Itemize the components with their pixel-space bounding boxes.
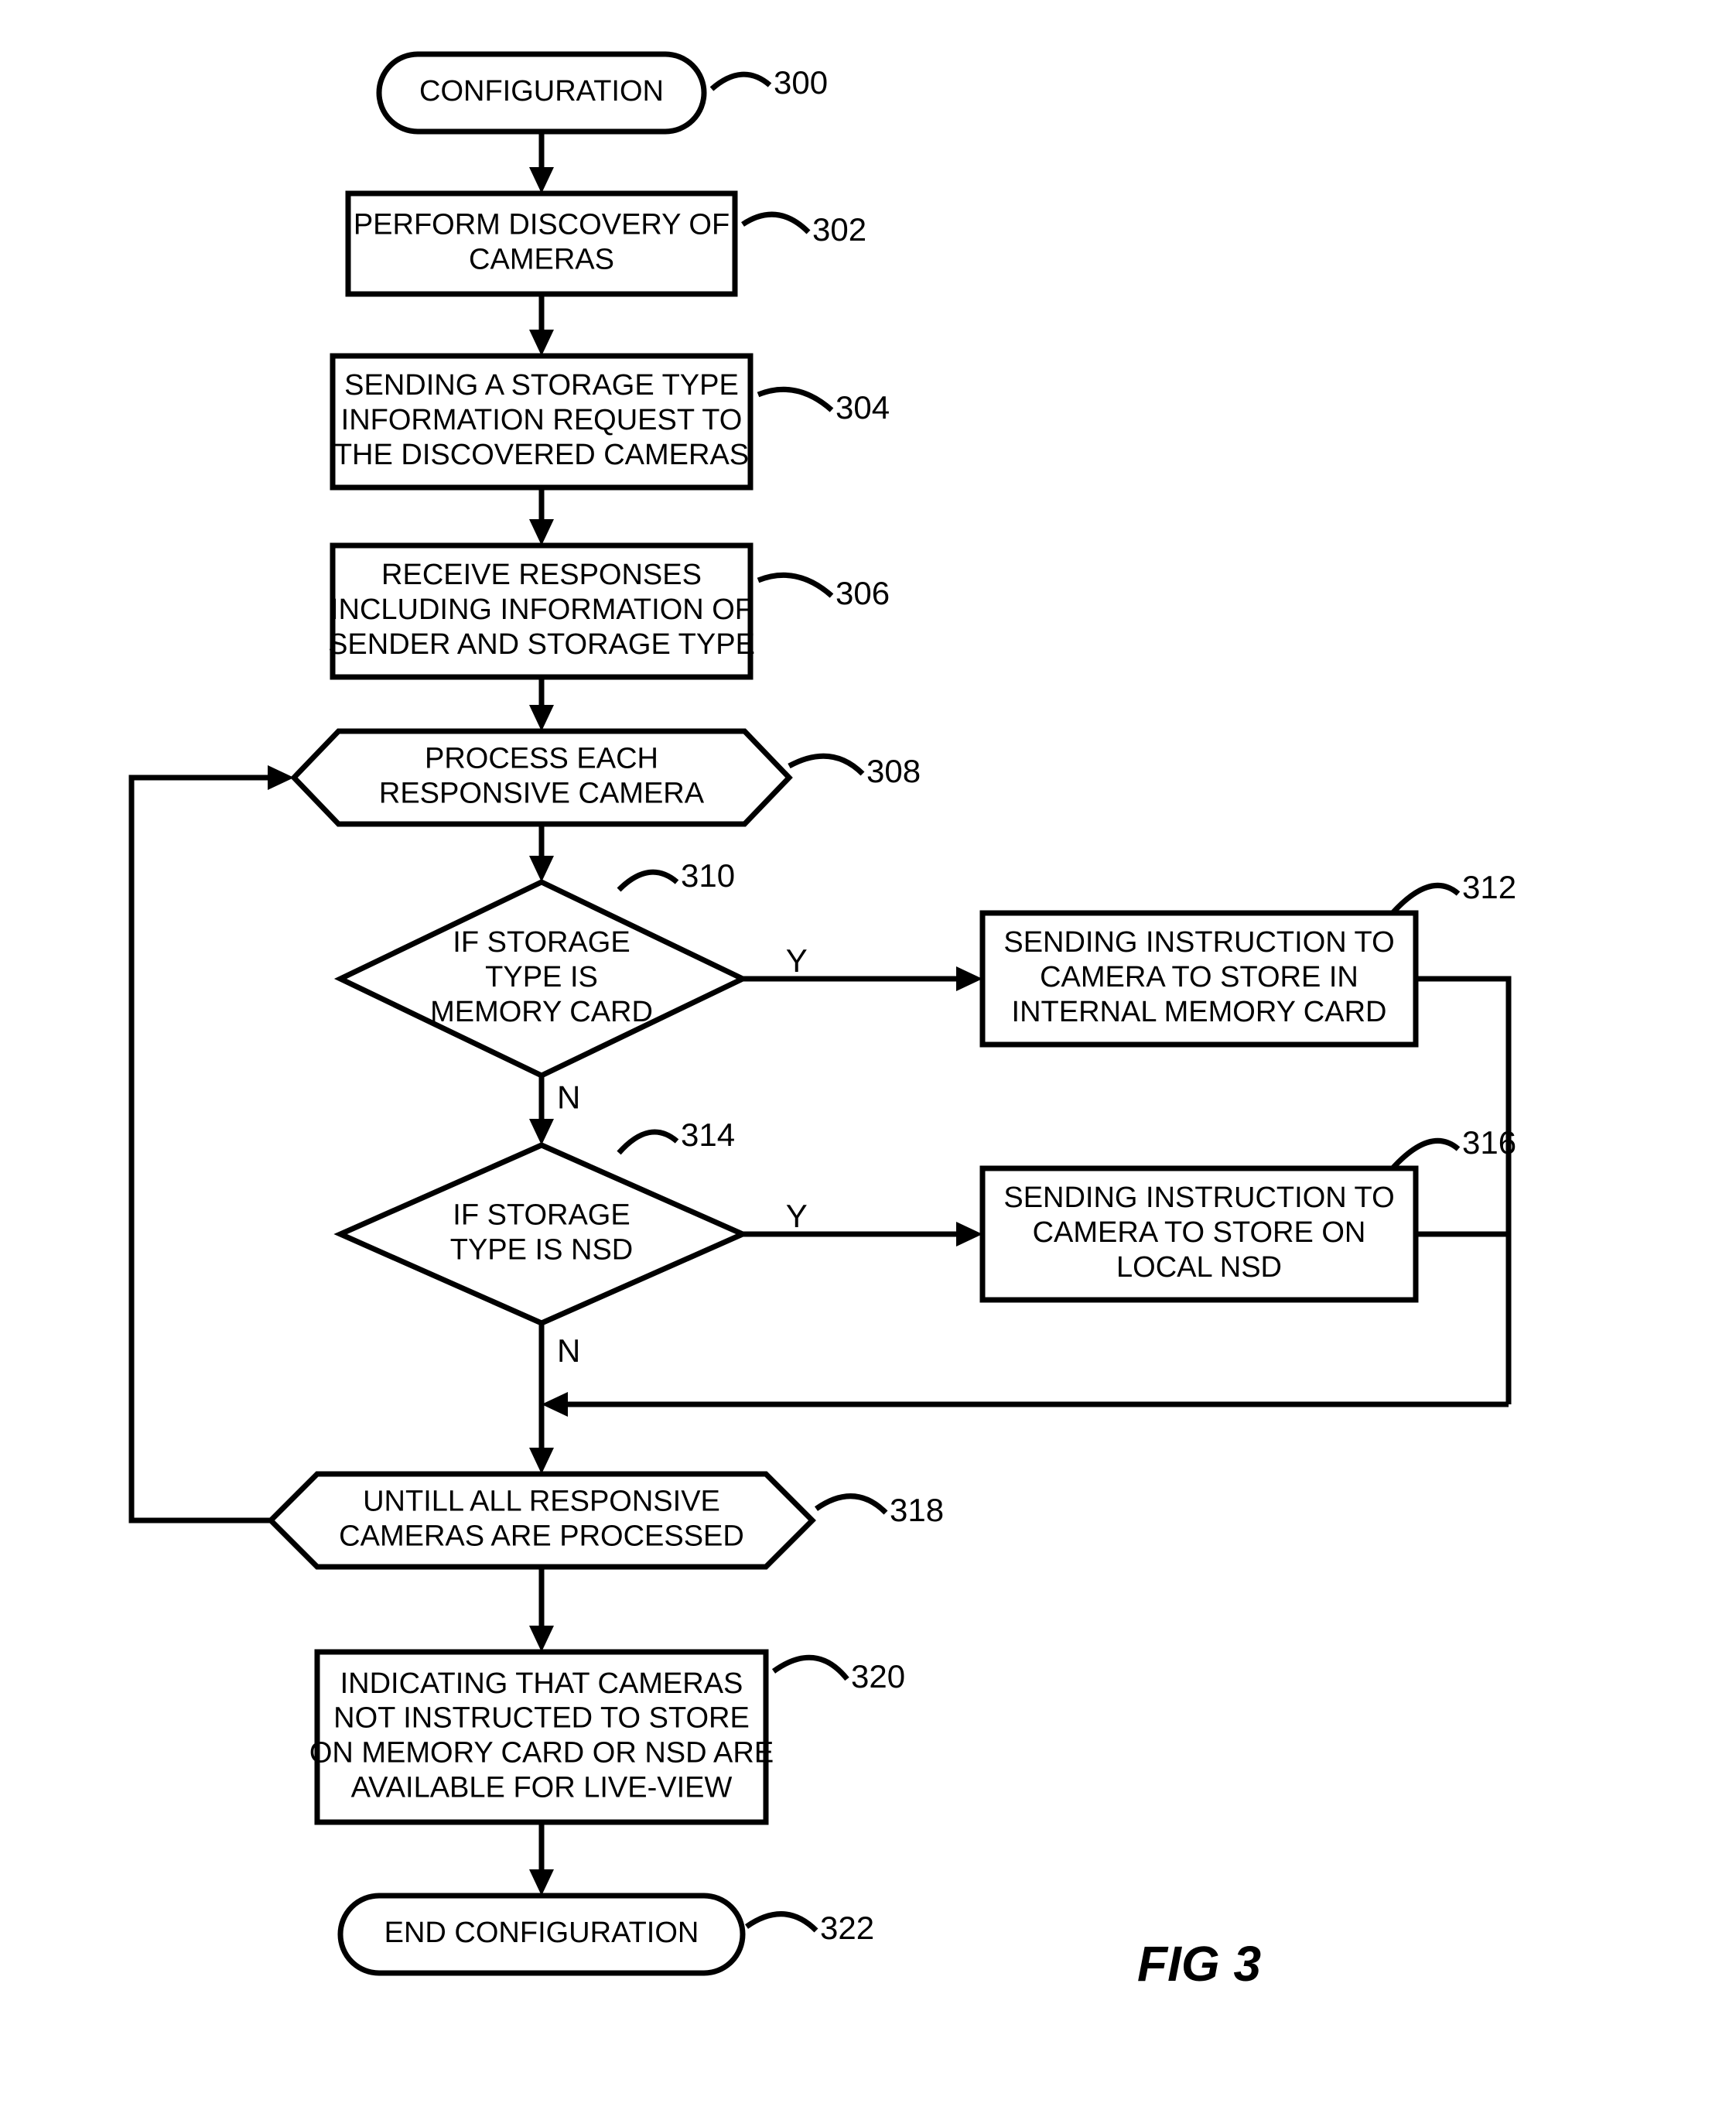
svg-text:PROCESS EACH: PROCESS EACH xyxy=(425,743,658,775)
flowchart-canvas: CONFIGURATIONPERFORM DISCOVERY OFCAMERAS… xyxy=(0,0,1736,2110)
svg-text:CONFIGURATION: CONFIGURATION xyxy=(419,75,664,108)
svg-text:INCLUDING INFORMATION OF: INCLUDING INFORMATION OF xyxy=(330,593,753,626)
svg-text:IF STORAGE: IF STORAGE xyxy=(453,1199,630,1232)
svg-text:RECEIVE RESPONSES: RECEIVE RESPONSES xyxy=(381,559,702,591)
ref-curve-n316 xyxy=(1393,1140,1458,1168)
ref-curve-n312 xyxy=(1393,885,1458,913)
ref-curve-n314 xyxy=(619,1132,677,1153)
svg-text:PERFORM DISCOVERY OF: PERFORM DISCOVERY OF xyxy=(354,209,730,241)
svg-text:SENDING A STORAGE TYPE: SENDING A STORAGE TYPE xyxy=(344,369,739,402)
conn-loop-back xyxy=(132,778,271,1520)
svg-text:INFORMATION REQUEST TO: INFORMATION REQUEST TO xyxy=(341,404,743,436)
svg-text:CAMERAS ARE PROCESSED: CAMERAS ARE PROCESSED xyxy=(339,1520,744,1552)
ref-label-n320: 320 xyxy=(851,1658,905,1694)
svg-text:N: N xyxy=(557,1332,580,1369)
ref-label-n302: 302 xyxy=(812,211,866,248)
svg-text:Y: Y xyxy=(786,942,808,979)
ref-label-n314: 314 xyxy=(681,1117,735,1153)
ref-label-n312: 312 xyxy=(1462,869,1516,905)
svg-text:CAMERA TO STORE ON: CAMERA TO STORE ON xyxy=(1033,1216,1366,1249)
svg-text:SENDING INSTRUCTION TO: SENDING INSTRUCTION TO xyxy=(1003,926,1394,959)
svg-text:IF STORAGE: IF STORAGE xyxy=(453,926,630,959)
svg-text:NOT INSTRUCTED TO STORE: NOT INSTRUCTED TO STORE xyxy=(333,1702,750,1735)
svg-text:THE DISCOVERED CAMERAS: THE DISCOVERED CAMERAS xyxy=(334,439,749,471)
svg-text:INTERNAL MEMORY CARD: INTERNAL MEMORY CARD xyxy=(1012,996,1387,1028)
ref-curve-n322 xyxy=(747,1914,816,1930)
ref-label-n322: 322 xyxy=(820,1910,874,1946)
svg-text:ON MEMORY CARD OR NSD ARE: ON MEMORY CARD OR NSD ARE xyxy=(309,1736,774,1769)
ref-curve-n308 xyxy=(789,756,863,774)
ref-curve-n300 xyxy=(712,74,770,89)
svg-text:TYPE IS: TYPE IS xyxy=(485,961,598,993)
ref-curve-n320 xyxy=(774,1657,847,1679)
svg-text:LOCAL NSD: LOCAL NSD xyxy=(1116,1251,1282,1284)
svg-text:AVAILABLE FOR LIVE-VIEW: AVAILABLE FOR LIVE-VIEW xyxy=(351,1771,733,1804)
conn-n312-merge xyxy=(1416,979,1509,1404)
svg-text:UNTILL ALL RESPONSIVE: UNTILL ALL RESPONSIVE xyxy=(363,1486,720,1518)
ref-label-n318: 318 xyxy=(890,1492,944,1528)
ref-curve-n304 xyxy=(758,389,832,410)
ref-curve-n310 xyxy=(619,872,677,890)
svg-text:CAMERAS: CAMERAS xyxy=(469,243,614,275)
ref-label-n304: 304 xyxy=(836,389,890,426)
svg-text:INDICATING THAT CAMERAS: INDICATING THAT CAMERAS xyxy=(340,1667,743,1700)
ref-curve-n318 xyxy=(816,1496,886,1513)
ref-label-n300: 300 xyxy=(774,64,828,101)
figure-label: FIG 3 xyxy=(1137,1936,1261,1992)
ref-label-n306: 306 xyxy=(836,575,890,611)
svg-text:SENDER AND STORAGE TYPE: SENDER AND STORAGE TYPE xyxy=(328,628,755,661)
ref-label-n310: 310 xyxy=(681,857,735,894)
ref-label-n308: 308 xyxy=(866,753,921,789)
svg-text:SENDING INSTRUCTION TO: SENDING INSTRUCTION TO xyxy=(1003,1182,1394,1214)
svg-text:TYPE IS NSD: TYPE IS NSD xyxy=(450,1233,634,1266)
svg-text:MEMORY CARD: MEMORY CARD xyxy=(430,996,653,1028)
svg-text:END CONFIGURATION: END CONFIGURATION xyxy=(384,1917,699,1949)
ref-curve-n302 xyxy=(743,214,808,232)
svg-text:CAMERA TO STORE IN: CAMERA TO STORE IN xyxy=(1040,961,1358,993)
ref-curve-n306 xyxy=(758,575,832,596)
svg-text:Y: Y xyxy=(786,1198,808,1234)
svg-text:N: N xyxy=(557,1079,580,1116)
svg-text:RESPONSIVE CAMERA: RESPONSIVE CAMERA xyxy=(379,777,705,809)
